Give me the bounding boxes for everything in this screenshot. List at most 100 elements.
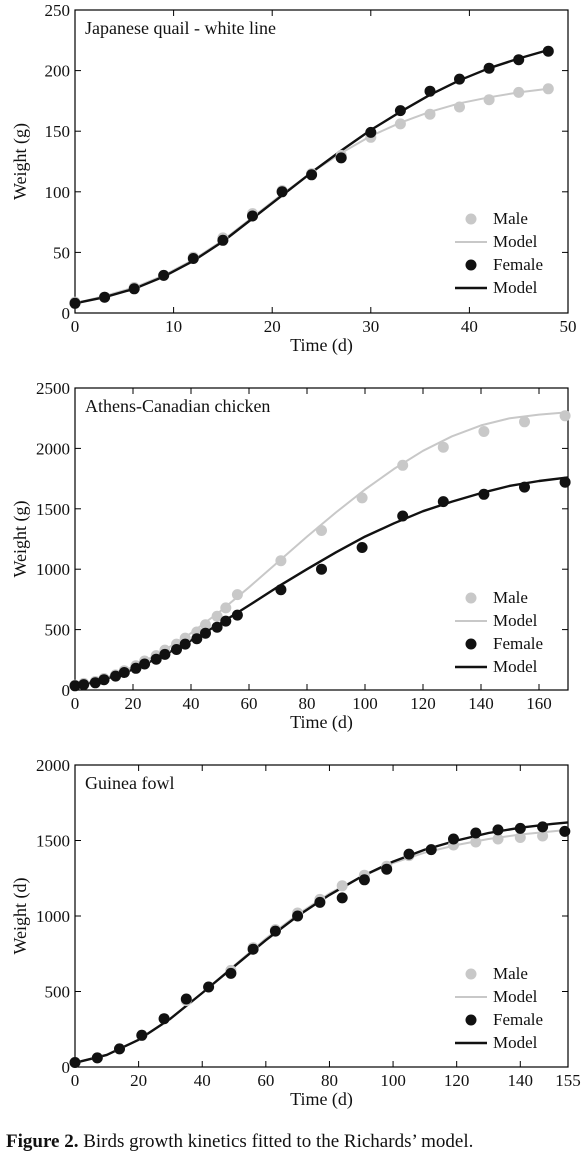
data-point-male xyxy=(514,832,526,843)
data-point-male xyxy=(492,833,504,845)
x-tick-label: 100 xyxy=(352,694,378,713)
data-point-female xyxy=(158,269,170,281)
data-point-female xyxy=(513,54,525,66)
data-point-male xyxy=(394,118,406,130)
plot-frame xyxy=(74,9,569,314)
data-point-female xyxy=(424,85,436,97)
y-tick-label: 2000 xyxy=(36,439,70,458)
panel-athens-canadian-chicken: 0 20 40 60 80 100 120 140 160 0 500 1000 1500 2000 250… xyxy=(10,379,571,733)
data-point-male xyxy=(211,610,223,622)
data-point-male xyxy=(513,86,525,98)
x-tick-label: 0 xyxy=(71,317,80,336)
data-point-female xyxy=(110,670,122,682)
x-tick-label: 10 xyxy=(165,317,182,336)
x-tick-label: 80 xyxy=(321,1071,338,1090)
data-point-female xyxy=(437,496,449,508)
legend-label: Model xyxy=(493,987,538,1006)
data-point-male xyxy=(220,602,232,614)
legend-marker-male xyxy=(465,213,477,225)
x-tick-label: 100 xyxy=(380,1071,406,1090)
data-point-female xyxy=(559,476,571,488)
x-tick-label: 40 xyxy=(194,1071,211,1090)
data-point-female xyxy=(381,863,393,875)
panel-title: Athens-Canadian chicken xyxy=(85,396,270,416)
x-tick-label: 20 xyxy=(264,317,281,336)
legend-label: Model xyxy=(493,611,538,630)
data-point-male xyxy=(356,492,368,504)
data-point-female xyxy=(217,234,229,246)
legend-label: Model xyxy=(493,232,538,251)
y-tick-label: 0 xyxy=(62,1058,71,1077)
data-point-male xyxy=(537,830,549,842)
x-tick-label: 140 xyxy=(468,694,494,713)
x-axis-title: Time (d) xyxy=(290,1089,353,1110)
data-point-female xyxy=(91,1052,103,1064)
data-point-female xyxy=(537,821,549,833)
data-point-female xyxy=(514,822,526,834)
data-point-female xyxy=(425,844,437,856)
data-point-female xyxy=(492,824,504,836)
data-point-male xyxy=(336,880,348,892)
data-point-female xyxy=(187,253,199,264)
x-tick-label: 30 xyxy=(362,317,379,336)
x-tick-label: 120 xyxy=(444,1071,470,1090)
data-point-female xyxy=(231,609,243,621)
y-tick-label: 150 xyxy=(45,122,71,141)
figure-caption: Figure 2. Birds growth kinetics fitted t… xyxy=(6,1131,586,1153)
data-point-female xyxy=(225,967,237,979)
x-tick-label: 20 xyxy=(130,1071,147,1090)
data-point-male xyxy=(397,459,409,471)
data-point-female xyxy=(118,667,130,678)
panel-guinea-fowl: 0 20 40 60 80 100 120 140 155 0 500 1000 1500 2000 Tim… xyxy=(10,756,581,1110)
data-point-female xyxy=(130,662,142,674)
plot-frame xyxy=(74,387,569,691)
legend-marker-male xyxy=(465,592,477,604)
y-tick-label: 100 xyxy=(45,183,71,202)
panel-title: Japanese quail - white line xyxy=(85,18,276,38)
data-point-female xyxy=(158,1013,170,1025)
data-point-female xyxy=(358,874,370,886)
data-point-female xyxy=(220,615,232,627)
panel-title: Guinea fowl xyxy=(85,773,174,793)
data-point-female xyxy=(292,910,304,922)
data-point-female xyxy=(397,510,409,522)
data-point-female xyxy=(247,943,259,955)
legend-label: Female xyxy=(493,1010,543,1029)
data-point-female xyxy=(69,1057,81,1068)
data-point-female xyxy=(114,1043,125,1055)
x-tick-label: 60 xyxy=(257,1071,274,1090)
legend-label: Female xyxy=(493,634,543,653)
data-point-male xyxy=(200,619,211,631)
y-axis-title: Weight (d) xyxy=(10,877,31,954)
y-axis-title: Weight (g) xyxy=(10,500,31,577)
x-tick-label: 160 xyxy=(526,694,552,713)
data-point-male xyxy=(275,555,287,567)
data-point-female xyxy=(519,481,530,493)
data-point-female xyxy=(356,542,368,553)
caption-label: Figure 2. xyxy=(6,1131,79,1152)
y-tick-label: 50 xyxy=(53,243,70,262)
data-point-female xyxy=(336,892,348,904)
data-point-female xyxy=(200,627,211,639)
data-point-female xyxy=(306,169,318,181)
data-point-female xyxy=(470,827,482,839)
data-point-female xyxy=(483,62,495,74)
data-point-male xyxy=(231,589,243,601)
legend-label: Model xyxy=(493,278,538,297)
legend-label: Male xyxy=(493,588,528,607)
data-point-female xyxy=(69,297,81,309)
y-axis-title: Weight (g) xyxy=(10,123,31,200)
x-tick-label: 40 xyxy=(461,317,478,336)
legend-marker-female xyxy=(465,259,477,271)
data-point-female xyxy=(211,621,223,633)
legend-marker-female xyxy=(465,1014,477,1026)
legend-label: Female xyxy=(493,255,543,274)
caption-text: Birds growth kinetics fitted to the Rich… xyxy=(78,1131,474,1152)
x-axis-title: Time (d) xyxy=(290,712,353,733)
data-point-male xyxy=(454,101,465,113)
x-tick-label: 120 xyxy=(410,694,436,713)
data-point-male xyxy=(519,416,530,428)
data-point-female xyxy=(448,833,459,845)
y-tick-label: 200 xyxy=(45,62,71,81)
